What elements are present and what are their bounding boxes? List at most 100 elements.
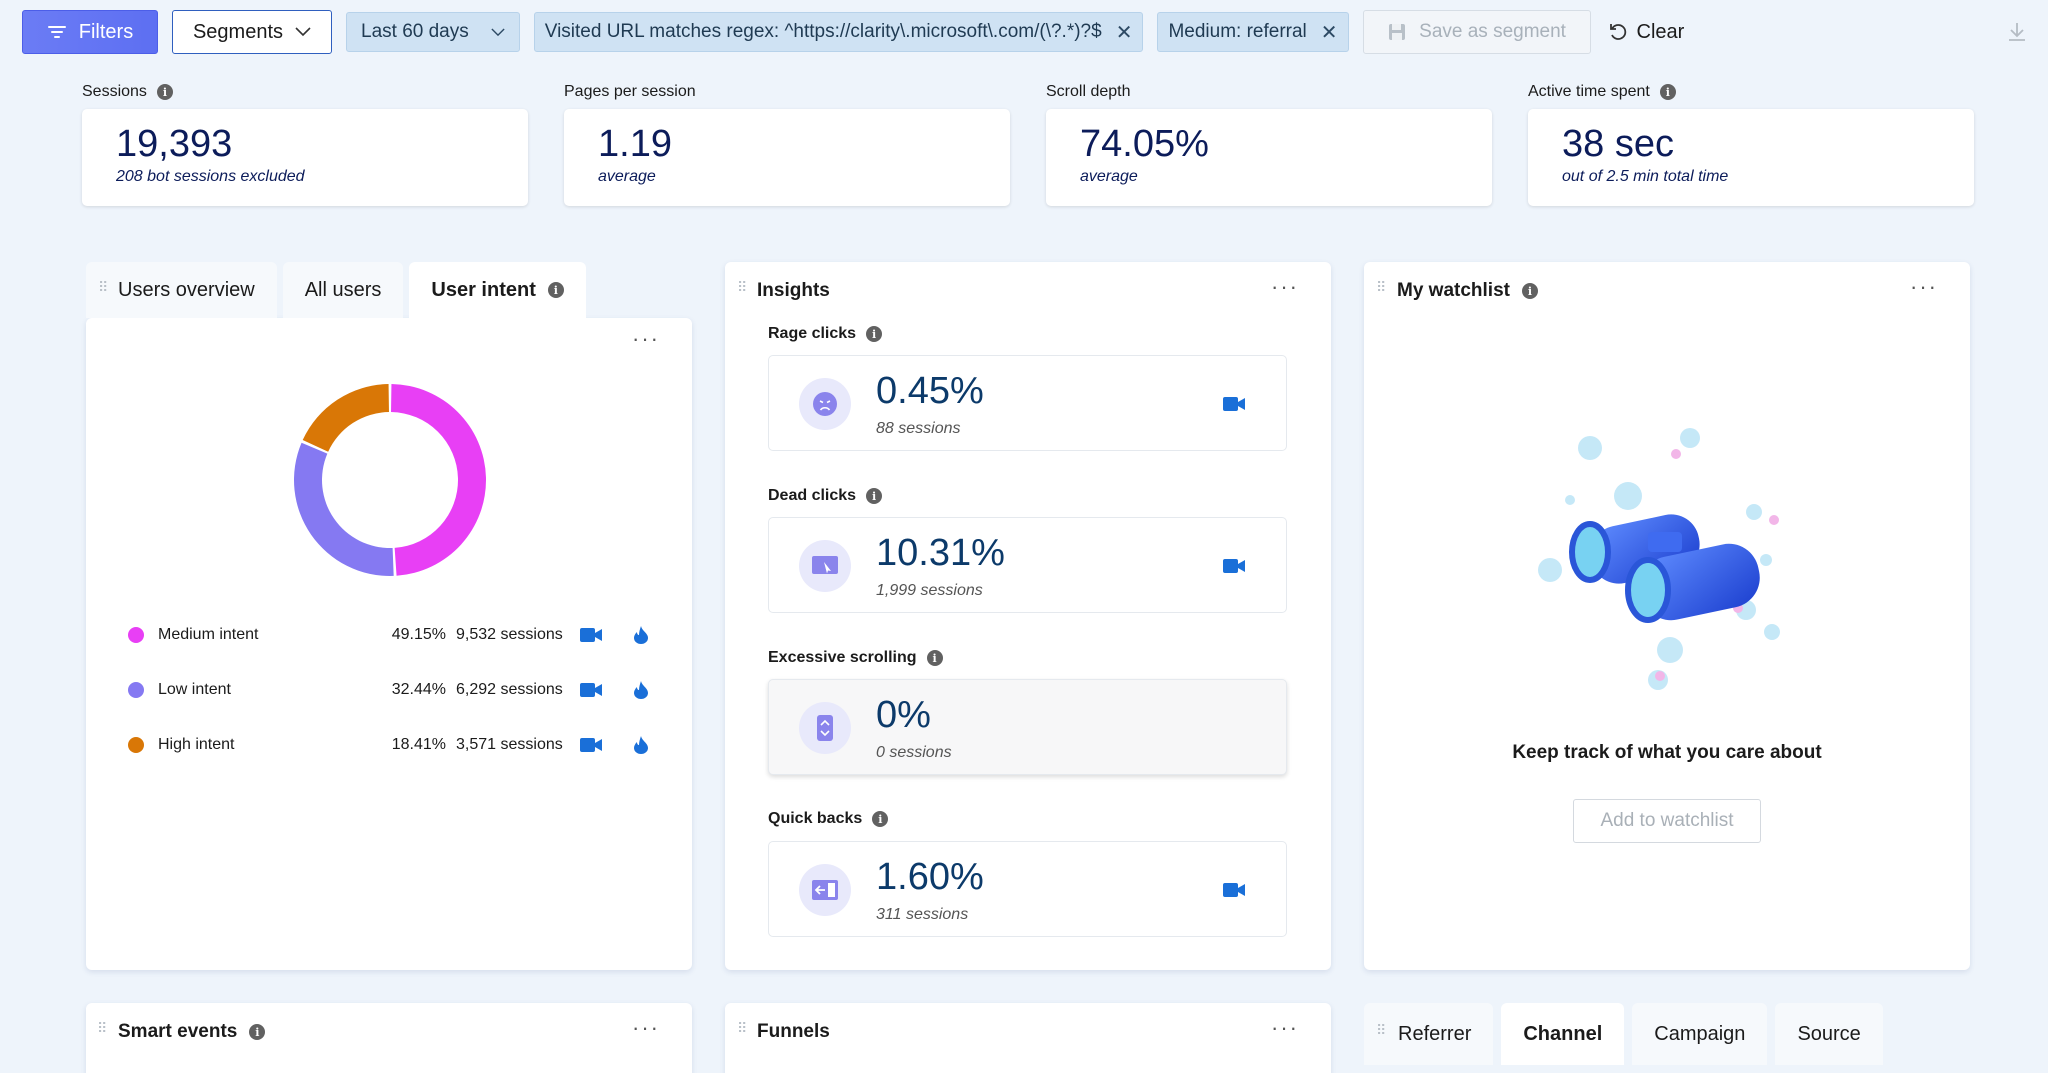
filter-chip-medium[interactable]: Medium: referral ✕ [1157, 12, 1349, 52]
insight-card-excessive-scrolling[interactable]: 0% 0 sessions [768, 679, 1287, 775]
legend-pct: 32.44% [391, 681, 446, 698]
legend-name: High intent [158, 736, 235, 753]
save-segment-button[interactable]: Save as segment [1362, 10, 1591, 54]
clear-button[interactable]: Clear [1607, 20, 1685, 44]
funnels-panel [725, 1003, 1331, 1073]
recordings-icon[interactable] [1223, 882, 1245, 898]
close-icon[interactable]: ✕ [1320, 21, 1338, 44]
insight-sessions: 88 sessions [876, 420, 961, 437]
funnels-title: Funnels [757, 1021, 830, 1043]
segments-label: Segments [192, 20, 284, 43]
insight-value: 0.45% [876, 370, 984, 412]
clear-label: Clear [1636, 20, 1685, 43]
panel-title-text: My watchlist [1397, 280, 1510, 301]
insight-sessions: 0 sessions [876, 744, 952, 761]
legend-row-high: High intent 18.41% 3,571 sessions [128, 736, 648, 754]
segments-dropdown[interactable]: Segments [172, 10, 332, 54]
more-options-icon[interactable]: ··· [1271, 274, 1299, 299]
heatmap-icon[interactable] [634, 736, 648, 754]
more-options-icon[interactable]: ··· [632, 326, 660, 351]
tab-channel[interactable]: Channel [1501, 1003, 1625, 1065]
insight-card-quick-backs[interactable]: 1.60% 311 sessions [768, 841, 1287, 937]
watchlist-message: Keep track of what you care about [1512, 742, 1822, 763]
recordings-icon[interactable] [1223, 558, 1245, 574]
info-icon[interactable]: i [872, 811, 889, 827]
more-options-icon[interactable]: ··· [1910, 274, 1938, 299]
chevron-down-icon [491, 28, 505, 36]
add-to-watchlist-button[interactable]: Add to watchlist [1573, 799, 1761, 843]
panel-title-text: Insights [757, 280, 830, 301]
insights-title: Insights [757, 280, 830, 302]
heatmap-icon[interactable] [634, 681, 648, 699]
donut-segment[interactable] [294, 442, 394, 576]
metric-label-text: Active time spent [1528, 83, 1650, 100]
info-icon[interactable]: i [156, 84, 173, 100]
metric-card-active-time: 38 sec out of 2.5 min total time [1528, 109, 1974, 206]
metric-label-text: Scroll depth [1046, 83, 1131, 100]
legend-sessions: 9,532 sessions [456, 626, 563, 643]
tab-campaign[interactable]: Campaign [1632, 1003, 1768, 1065]
tab-label: Referrer [1398, 1022, 1472, 1045]
metric-card-sessions: 19,393 208 bot sessions excluded [82, 109, 528, 206]
filter-lines-icon [47, 26, 66, 38]
insight-card-rage-clicks[interactable]: 0.45% 88 sessions [768, 355, 1287, 451]
legend-pct: 18.41% [391, 736, 446, 753]
more-options-icon[interactable]: ··· [632, 1015, 660, 1040]
tab-source[interactable]: Source [1775, 1003, 1883, 1065]
close-icon[interactable]: ✕ [1115, 21, 1133, 44]
drag-handle-icon[interactable]: ⠿ [1376, 1022, 1386, 1038]
drag-handle-icon[interactable]: ⠿ [98, 279, 108, 295]
info-icon[interactable]: i [1659, 84, 1676, 100]
legend-dot [128, 737, 144, 753]
filter-toolbar: Filters Segments Last 60 days Visited UR… [22, 10, 1684, 54]
reset-icon [1609, 24, 1626, 40]
tab-all-users[interactable]: All users [282, 262, 404, 318]
donut-segment[interactable] [391, 384, 486, 576]
drag-handle-icon[interactable]: ⠿ [737, 279, 747, 295]
drag-handle-icon[interactable]: ⠿ [97, 1020, 107, 1036]
filters-button[interactable]: Filters [22, 10, 158, 54]
insight-value: 1.60% [876, 856, 984, 898]
insight-label-rage: Rage clicks i [768, 325, 883, 343]
tab-users-overview[interactable]: ⠿ Users overview [86, 262, 277, 318]
insight-label-text: Dead clicks [768, 487, 857, 504]
binoculars-illustration [1538, 428, 1780, 690]
legend-row-medium: Medium intent 49.15% 9,532 sessions [128, 626, 648, 644]
metric-sub: average [598, 168, 656, 185]
recordings-icon[interactable] [580, 627, 602, 643]
legend-pct: 49.15% [391, 626, 446, 643]
tab-user-intent[interactable]: User intent i [409, 262, 586, 318]
legend-name: Low intent [158, 681, 231, 698]
metric-label-sessions: Sessions i [82, 83, 173, 101]
tab-label: Campaign [1654, 1022, 1746, 1045]
tab-referrer[interactable]: ⠿ Referrer [1364, 1003, 1494, 1065]
info-icon[interactable]: i [1521, 283, 1538, 299]
insight-sessions: 1,999 sessions [876, 582, 983, 599]
metric-value: 1.19 [598, 123, 672, 165]
info-icon[interactable]: i [249, 1024, 266, 1040]
more-options-icon[interactable]: ··· [1271, 1015, 1299, 1040]
recordings-icon[interactable] [1223, 396, 1245, 412]
info-icon[interactable]: i [926, 650, 943, 666]
metric-label-pages: Pages per session [564, 83, 696, 101]
download-icon[interactable] [2006, 20, 2028, 42]
recordings-icon[interactable] [580, 682, 602, 698]
insight-label-quickbacks: Quick backs i [768, 810, 889, 828]
drag-handle-icon[interactable]: ⠿ [737, 1020, 747, 1036]
metric-value: 19,393 [116, 123, 233, 165]
filter-chip-url[interactable]: Visited URL matches regex: ^https://clar… [533, 12, 1144, 52]
info-icon[interactable]: i [547, 282, 564, 298]
tab-label: User intent [431, 278, 536, 301]
insight-card-dead-clicks[interactable]: 10.31% 1,999 sessions [768, 517, 1287, 613]
date-range-dropdown[interactable]: Last 60 days [346, 12, 520, 52]
heatmap-icon[interactable] [634, 626, 648, 644]
drag-handle-icon[interactable]: ⠿ [1376, 279, 1386, 295]
insight-label-text: Rage clicks [768, 325, 857, 342]
donut-segment[interactable] [302, 384, 389, 452]
dead-click-icon [799, 540, 851, 592]
info-icon[interactable]: i [866, 488, 883, 504]
smart-events-title: Smart events i [118, 1021, 266, 1043]
recordings-icon[interactable] [580, 737, 602, 753]
chevron-down-icon [295, 27, 311, 37]
info-icon[interactable]: i [866, 326, 883, 342]
